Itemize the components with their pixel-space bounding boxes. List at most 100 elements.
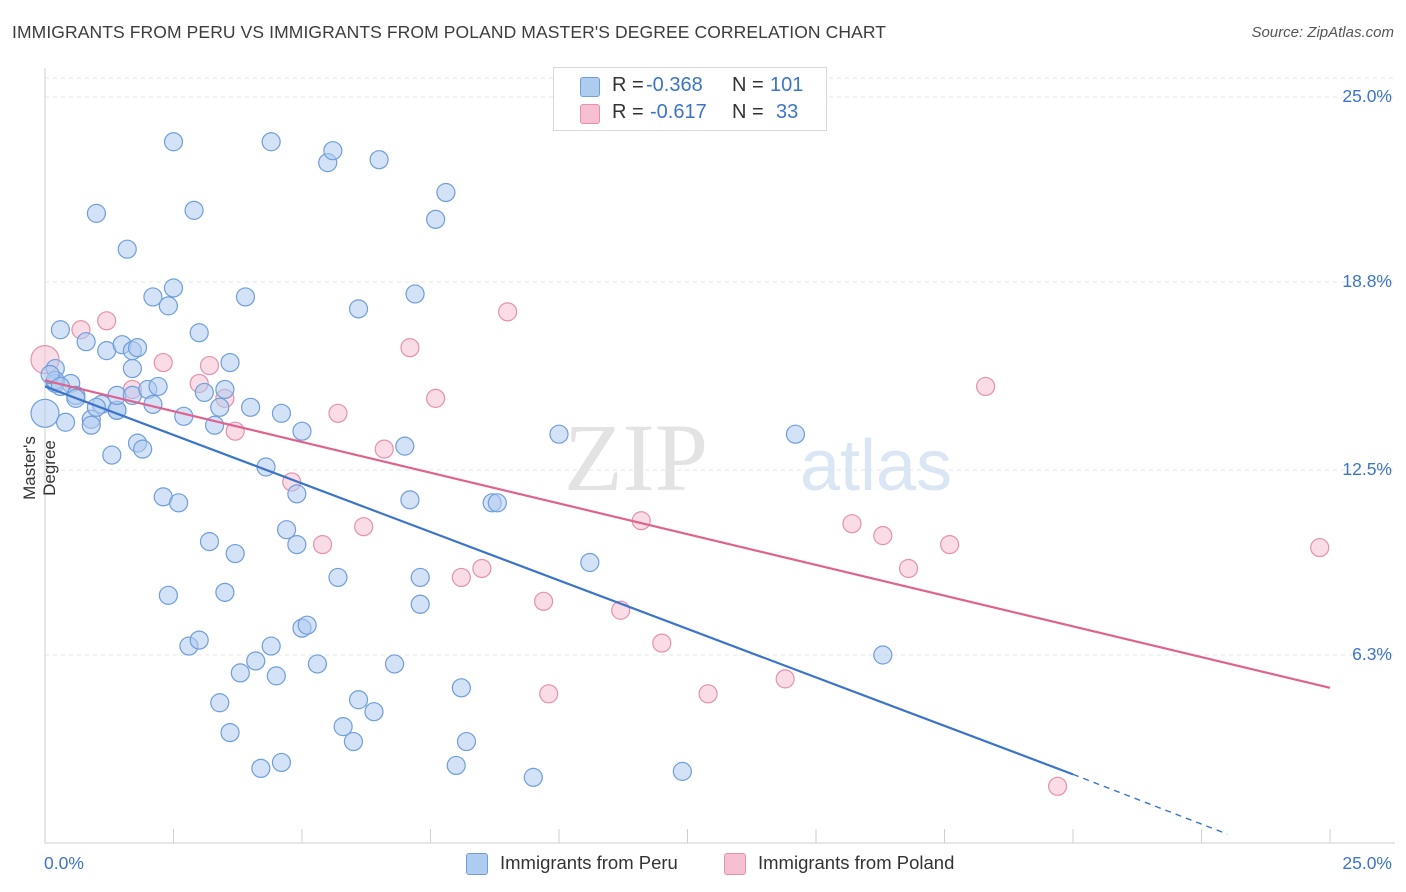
peru-point	[199, 532, 220, 552]
peru-point	[348, 299, 369, 319]
peru-point	[189, 630, 209, 650]
peru-point	[76, 332, 96, 352]
watermark: ZIP	[564, 404, 708, 511]
peru-point	[549, 424, 569, 444]
peru-point	[410, 567, 430, 588]
peru-point	[81, 415, 101, 435]
gridlines	[45, 77, 1395, 656]
peru-point	[395, 436, 415, 456]
peru-point	[163, 278, 184, 298]
peru-point	[50, 320, 71, 340]
peru-point	[364, 702, 384, 722]
poland-points	[30, 302, 1330, 796]
peru-point	[369, 150, 389, 170]
peru-point	[55, 412, 76, 432]
peru-point	[523, 767, 543, 787]
poland-point	[1310, 537, 1330, 558]
poland-point	[97, 311, 117, 331]
peru-point	[384, 654, 405, 674]
peru-point	[246, 651, 266, 671]
peru-point	[86, 397, 107, 417]
peru-legend-label: Immigrants from Peru	[500, 852, 678, 873]
peru-point	[580, 552, 600, 573]
poland-r-value: -0.617	[650, 101, 707, 123]
poland-legend-label: Immigrants from Poland	[758, 852, 955, 873]
peru-point	[184, 200, 204, 220]
peru-point	[220, 722, 240, 743]
poland-point	[539, 684, 559, 704]
peru-point	[405, 284, 425, 304]
poland-point	[698, 684, 718, 704]
peru-point	[230, 663, 250, 683]
poland-point	[472, 558, 492, 579]
peru-point	[343, 731, 363, 752]
peru-point	[348, 690, 369, 710]
peru-legend-swatch	[466, 853, 488, 875]
poland-point	[898, 558, 919, 579]
peru-point	[451, 678, 471, 698]
peru-point	[189, 323, 209, 343]
poland-point	[400, 338, 420, 358]
peru-point	[873, 645, 893, 665]
peru-point	[215, 379, 235, 400]
peru-point	[672, 761, 692, 781]
peru-point	[785, 424, 806, 444]
peru-point	[271, 752, 292, 773]
poland-swatch	[580, 104, 600, 124]
peru-point	[287, 484, 307, 504]
correlation-legend: R = -0.368 N = 101 R = -0.617 N = 33	[553, 67, 827, 131]
peru-trend-line	[44, 385, 1074, 776]
poland-point	[652, 633, 672, 653]
poland-point	[976, 376, 996, 397]
peru-n-value: 101	[770, 74, 804, 96]
poland-legend-swatch	[724, 853, 746, 875]
peru-point	[122, 358, 142, 379]
chart-title: IMMIGRANTS FROM PERU VS IMMIGRANTS FROM …	[12, 22, 887, 42]
poland-point	[842, 514, 862, 534]
peru-point	[102, 445, 122, 465]
peru-point	[127, 338, 148, 358]
peru-point	[210, 693, 230, 713]
peru-point	[30, 398, 60, 428]
poland-point	[199, 355, 220, 376]
y-tick-label-2: 18.8%	[1342, 271, 1392, 291]
peru-n-label: N =	[732, 74, 764, 96]
peru-trend-extension	[1072, 773, 1228, 835]
peru-point	[225, 543, 245, 564]
poland-n-value: 33	[776, 101, 799, 123]
peru-point	[86, 203, 107, 223]
peru-point	[220, 352, 240, 373]
poland-n-label: N =	[732, 101, 764, 123]
poland-point	[312, 534, 333, 555]
poland-point	[451, 567, 471, 588]
poland-point	[374, 439, 394, 459]
poland-point	[533, 591, 554, 611]
peru-point	[163, 132, 184, 152]
y-tick-label-0: 6.3%	[1352, 644, 1392, 664]
peru-point	[158, 585, 178, 605]
peru-point	[333, 717, 353, 737]
axes	[44, 68, 1395, 844]
source-label: Source: ZipAtlas.com	[1251, 24, 1394, 41]
x-tick-label-0: 0.0%	[44, 853, 84, 873]
peru-point	[323, 141, 343, 161]
peru-point	[410, 594, 430, 614]
peru-point	[400, 490, 420, 510]
peru-point	[148, 376, 168, 397]
peru-r-label: R =	[612, 74, 644, 96]
peru-point	[215, 582, 235, 602]
peru-point	[446, 755, 466, 776]
peru-point	[271, 403, 292, 423]
peru-point	[251, 758, 271, 779]
poland-point	[1047, 776, 1068, 796]
y-axis-label: Master's Degree	[20, 436, 59, 500]
peru-point	[292, 421, 312, 441]
peru-point	[158, 296, 178, 316]
peru-point	[297, 615, 317, 635]
peru-point	[426, 209, 446, 229]
peru-point	[328, 567, 348, 588]
peru-swatch	[580, 77, 600, 97]
peru-point	[261, 132, 281, 152]
peru-point	[210, 397, 230, 417]
